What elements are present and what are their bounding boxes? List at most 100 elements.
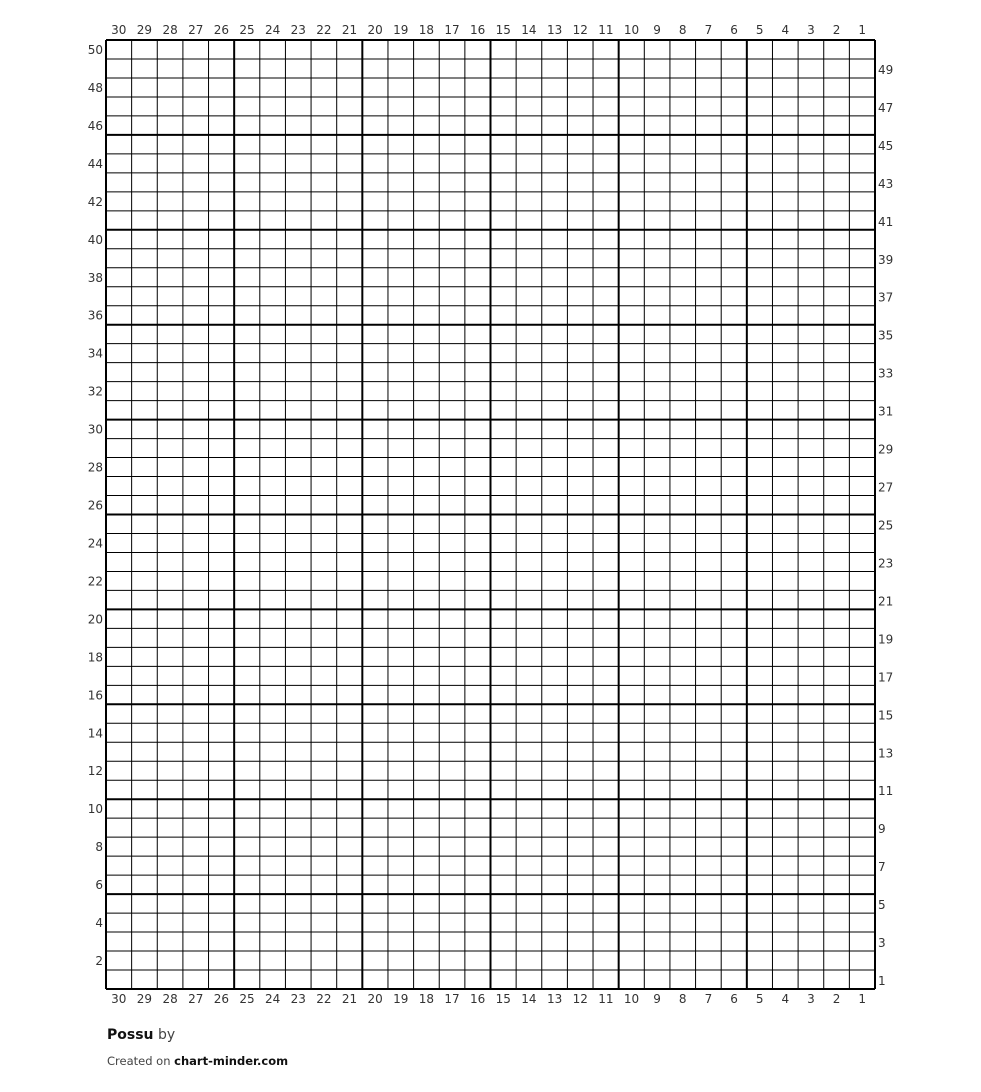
row-label-right: 25 [878, 518, 893, 532]
column-label-top: 25 [239, 23, 254, 37]
column-label-top: 15 [496, 23, 511, 37]
row-label-left: 40 [88, 233, 103, 247]
column-label-top: 24 [265, 23, 280, 37]
column-label-top: 4 [781, 23, 789, 37]
pattern-title: Possu by [107, 1027, 175, 1043]
column-label-top: 19 [393, 23, 408, 37]
created-on-credit: Created on chart-minder.com [107, 1054, 288, 1068]
column-label-bottom: 27 [188, 992, 203, 1006]
column-label-top: 13 [547, 23, 562, 37]
column-label-bottom: 1 [858, 992, 866, 1006]
pattern-author-label: by [157, 1027, 176, 1043]
row-label-left: 2 [95, 954, 103, 968]
column-label-top: 14 [521, 23, 536, 37]
site-link[interactable]: chart-minder.com [174, 1054, 289, 1068]
column-label-bottom: 18 [419, 992, 434, 1006]
row-label-left: 28 [88, 461, 103, 475]
row-label-right: 21 [878, 594, 893, 608]
column-label-top: 10 [624, 23, 639, 37]
column-label-top: 12 [573, 23, 588, 37]
row-label-right: 15 [878, 708, 893, 722]
row-label-left: 48 [88, 81, 103, 95]
row-label-right: 7 [878, 860, 886, 874]
column-label-top: 30 [111, 23, 126, 37]
column-label-bottom: 2 [833, 992, 841, 1006]
column-label-bottom: 14 [521, 992, 536, 1006]
row-label-left: 4 [95, 916, 103, 930]
row-label-left: 20 [88, 612, 103, 626]
row-label-right: 17 [878, 670, 893, 684]
column-label-top: 2 [833, 23, 841, 37]
row-label-right: 13 [878, 746, 893, 760]
column-label-bottom: 7 [705, 992, 713, 1006]
row-label-left: 30 [88, 423, 103, 437]
column-label-bottom: 23 [291, 992, 306, 1006]
column-label-bottom: 21 [342, 992, 357, 1006]
column-label-top: 3 [807, 23, 815, 37]
row-label-left: 22 [88, 574, 103, 588]
row-label-right: 47 [878, 101, 893, 115]
column-label-bottom: 10 [624, 992, 639, 1006]
column-label-top: 5 [756, 23, 764, 37]
column-label-bottom: 17 [444, 992, 459, 1006]
column-label-bottom: 5 [756, 992, 764, 1006]
pattern-name: Possu [107, 1027, 154, 1043]
column-label-bottom: 9 [653, 992, 661, 1006]
row-label-right: 9 [878, 822, 886, 836]
column-label-bottom: 6 [730, 992, 738, 1006]
row-label-left: 12 [88, 764, 103, 778]
column-label-bottom: 19 [393, 992, 408, 1006]
row-label-right: 19 [878, 632, 893, 646]
row-label-left: 16 [88, 688, 103, 702]
column-label-bottom: 29 [137, 992, 152, 1006]
row-label-right: 49 [878, 63, 893, 77]
row-label-right: 27 [878, 481, 893, 495]
column-label-top: 18 [419, 23, 434, 37]
column-label-top: 6 [730, 23, 738, 37]
row-label-left: 34 [88, 347, 103, 361]
column-label-top: 16 [470, 23, 485, 37]
created-on-label: Created on [107, 1054, 171, 1068]
column-label-top: 7 [705, 23, 713, 37]
row-label-right: 35 [878, 329, 893, 343]
row-label-right: 31 [878, 405, 893, 419]
column-label-top: 1 [858, 23, 866, 37]
column-label-bottom: 3 [807, 992, 815, 1006]
row-label-left: 36 [88, 309, 103, 323]
column-label-bottom: 4 [781, 992, 789, 1006]
column-label-bottom: 15 [496, 992, 511, 1006]
column-label-bottom: 8 [679, 992, 687, 1006]
column-label-bottom: 12 [573, 992, 588, 1006]
row-label-right: 11 [878, 784, 893, 798]
row-label-left: 10 [88, 802, 103, 816]
row-label-left: 38 [88, 271, 103, 285]
column-label-top: 27 [188, 23, 203, 37]
row-label-left: 6 [95, 878, 103, 892]
row-label-right: 41 [878, 215, 893, 229]
column-label-top: 20 [368, 23, 383, 37]
row-label-right: 3 [878, 936, 886, 950]
column-label-top: 9 [653, 23, 661, 37]
column-label-top: 17 [444, 23, 459, 37]
row-label-left: 26 [88, 499, 103, 513]
column-label-bottom: 13 [547, 992, 562, 1006]
row-label-right: 33 [878, 367, 893, 381]
column-label-top: 21 [342, 23, 357, 37]
row-label-right: 43 [878, 177, 893, 191]
row-label-left: 14 [88, 726, 103, 740]
row-label-right: 1 [878, 974, 886, 988]
column-label-bottom: 26 [214, 992, 229, 1006]
row-label-right: 45 [878, 139, 893, 153]
row-label-left: 46 [88, 119, 103, 133]
row-label-right: 37 [878, 291, 893, 305]
column-label-top: 11 [598, 23, 613, 37]
column-label-bottom: 25 [239, 992, 254, 1006]
column-label-top: 28 [162, 23, 177, 37]
column-label-bottom: 22 [316, 992, 331, 1006]
row-label-left: 8 [95, 840, 103, 854]
column-label-top: 8 [679, 23, 687, 37]
row-label-left: 18 [88, 650, 103, 664]
column-label-top: 22 [316, 23, 331, 37]
column-label-top: 29 [137, 23, 152, 37]
